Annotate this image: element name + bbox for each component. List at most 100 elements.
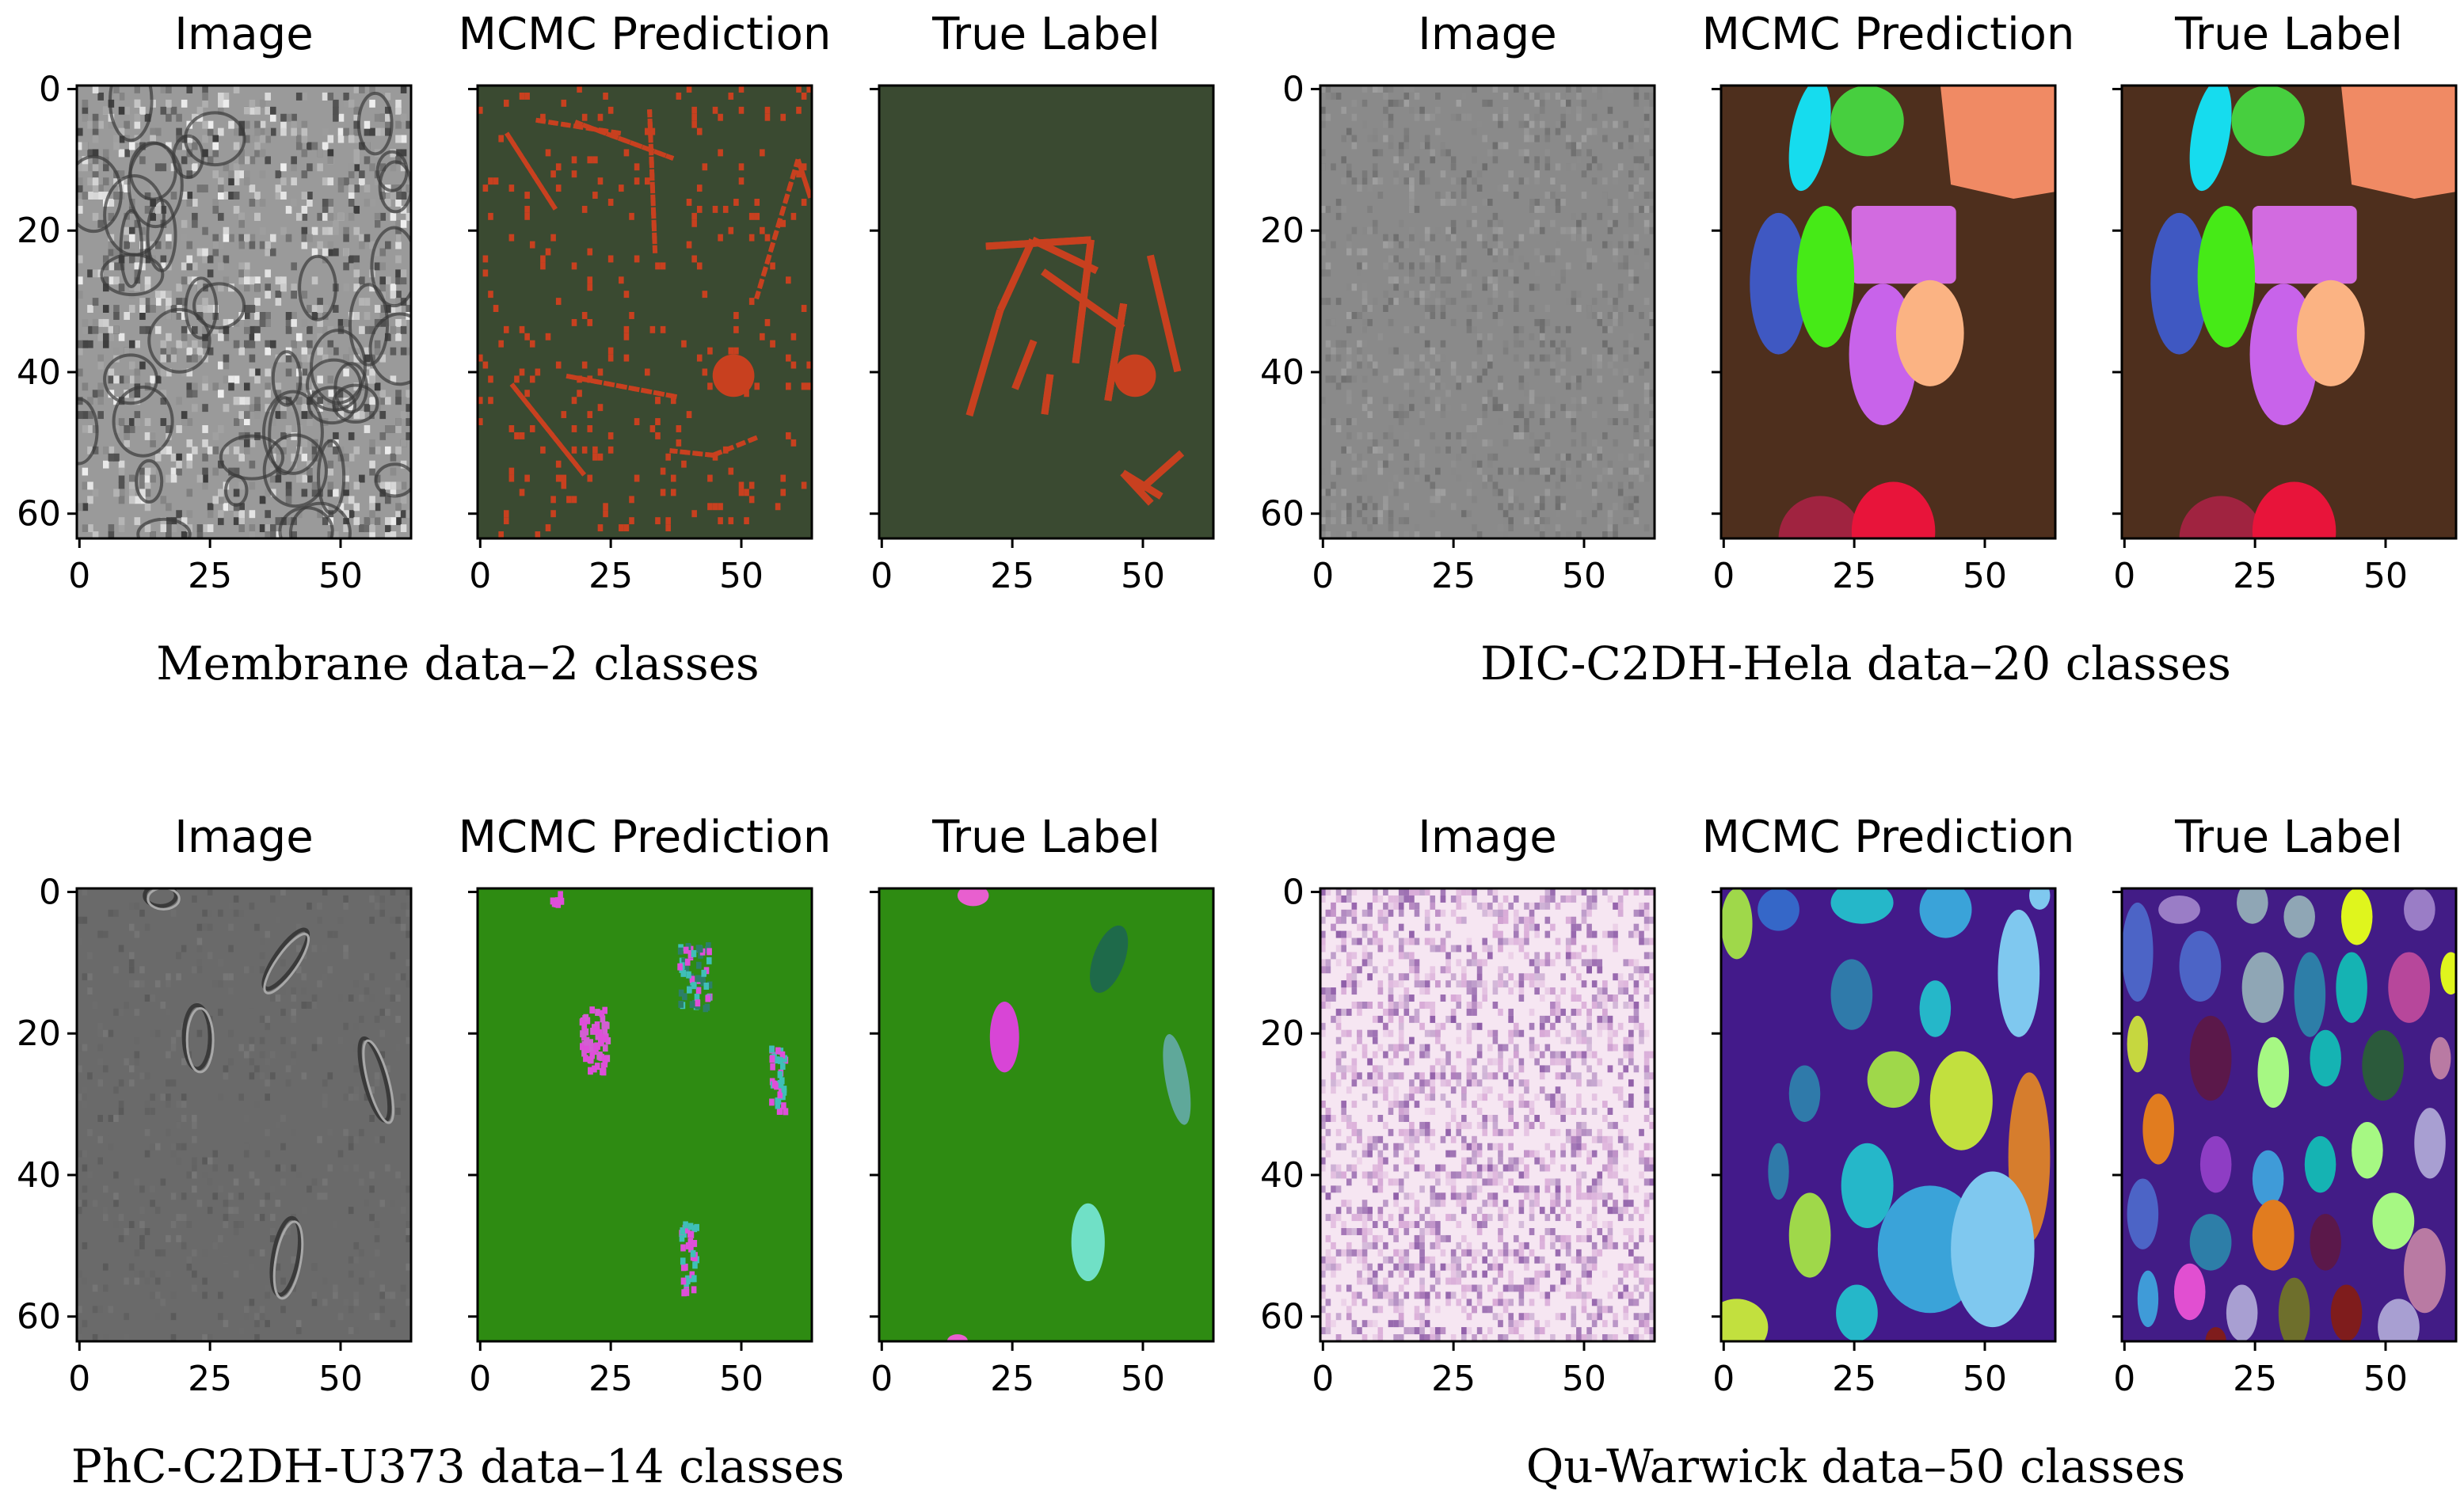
segment-pixel <box>685 1242 691 1249</box>
image-pixel <box>92 1002 98 1009</box>
image-pixel <box>1544 439 1551 447</box>
image-pixel <box>1524 86 1529 93</box>
image-pixel <box>166 234 172 242</box>
image-pixel <box>1643 298 1650 306</box>
image-pixel <box>1419 1051 1425 1059</box>
image-pixel <box>1628 474 1634 482</box>
image-pixel <box>1398 219 1404 227</box>
image-pixel <box>249 354 256 363</box>
image-pixel <box>154 163 162 172</box>
image-pixel <box>1513 192 1519 199</box>
image-pixel <box>395 1171 401 1179</box>
image-pixel <box>343 1164 348 1172</box>
image-pixel <box>1539 524 1545 532</box>
image-pixel <box>134 1036 140 1044</box>
image-pixel <box>1529 467 1535 475</box>
panel-title: Image <box>174 9 313 60</box>
image-pixel <box>301 453 308 462</box>
segment-pixel <box>584 1046 589 1054</box>
image-pixel <box>374 987 380 995</box>
image-pixel <box>1351 1128 1358 1136</box>
image-pixel <box>244 135 250 143</box>
image-pixel <box>1325 1299 1331 1306</box>
image-pixel <box>212 234 219 242</box>
membrane-pixel <box>722 446 729 454</box>
image-pixel <box>1534 205 1540 213</box>
image-pixel <box>1576 113 1582 121</box>
image-pixel <box>1560 269 1566 277</box>
image-pixel <box>395 446 402 454</box>
image-pixel <box>1539 1242 1545 1249</box>
membrane-pixel <box>629 212 634 220</box>
image-pixel <box>202 453 208 462</box>
image-pixel <box>379 1036 386 1044</box>
image-pixel <box>249 1008 255 1016</box>
membrane-pixel <box>508 234 515 241</box>
membrane-pixel <box>587 276 593 284</box>
image-pixel <box>1430 1029 1436 1037</box>
image-pixel <box>186 241 193 249</box>
image-pixel <box>1320 1002 1326 1009</box>
image-pixel <box>269 106 276 115</box>
image-pixel <box>1435 531 1441 538</box>
image-pixel <box>1560 1242 1566 1249</box>
image-pixel <box>1613 923 1618 931</box>
image-pixel <box>1502 1306 1509 1314</box>
image-pixel <box>134 1277 140 1285</box>
image-pixel <box>186 199 193 207</box>
image-pixel <box>176 453 182 462</box>
image-pixel <box>374 1135 380 1143</box>
membrane-boundary <box>1030 236 1099 275</box>
image-pixel <box>353 1291 360 1299</box>
image-pixel <box>181 219 188 228</box>
image-pixel <box>196 1200 203 1207</box>
membrane-pixel <box>754 199 760 206</box>
image-pixel <box>244 262 250 271</box>
image-pixel <box>1539 902 1545 910</box>
image-pixel <box>1424 1051 1430 1059</box>
image-pixel <box>233 467 240 476</box>
image-pixel <box>1623 517 1629 525</box>
image-pixel <box>265 382 271 391</box>
membrane-pixel <box>529 375 535 383</box>
image-pixel <box>1591 1178 1598 1186</box>
membrane-pixel <box>555 298 562 306</box>
image-pixel <box>1534 269 1540 277</box>
image-pixel <box>307 199 313 207</box>
image-pixel <box>1398 404 1404 412</box>
segment-pixel <box>683 1263 688 1271</box>
image-pixel <box>1534 99 1540 107</box>
membrane-pixel <box>629 496 634 504</box>
image-pixel <box>82 318 89 327</box>
image-pixel <box>1492 312 1499 319</box>
image-pixel <box>218 517 224 526</box>
image-pixel <box>1513 909 1519 917</box>
panel-frame <box>878 887 1215 1343</box>
image-pixel <box>1476 184 1483 192</box>
image-pixel <box>1513 86 1519 93</box>
image-pixel <box>1649 1313 1655 1321</box>
image-pixel <box>77 1150 82 1158</box>
membrane-pixel <box>744 517 749 525</box>
image-pixel <box>1414 1086 1420 1094</box>
image-pixel <box>1544 895 1551 903</box>
image-pixel <box>1513 937 1519 945</box>
image-pixel <box>343 234 349 242</box>
image-pixel <box>254 192 261 200</box>
image-pixel <box>1450 219 1457 227</box>
image-pixel <box>139 1327 145 1335</box>
image-pixel <box>1367 1150 1373 1158</box>
image-pixel <box>139 481 146 490</box>
image-pixel <box>1534 113 1540 121</box>
image-pixel <box>1544 1270 1551 1278</box>
image-pixel <box>1591 156 1598 164</box>
membrane-boundary <box>669 448 714 458</box>
segment-pixel <box>782 1055 788 1063</box>
image-pixel <box>395 305 402 313</box>
image-pixel <box>353 127 360 136</box>
image-pixel <box>1607 347 1613 355</box>
image-pixel <box>301 192 308 200</box>
image-pixel <box>1508 1065 1514 1073</box>
